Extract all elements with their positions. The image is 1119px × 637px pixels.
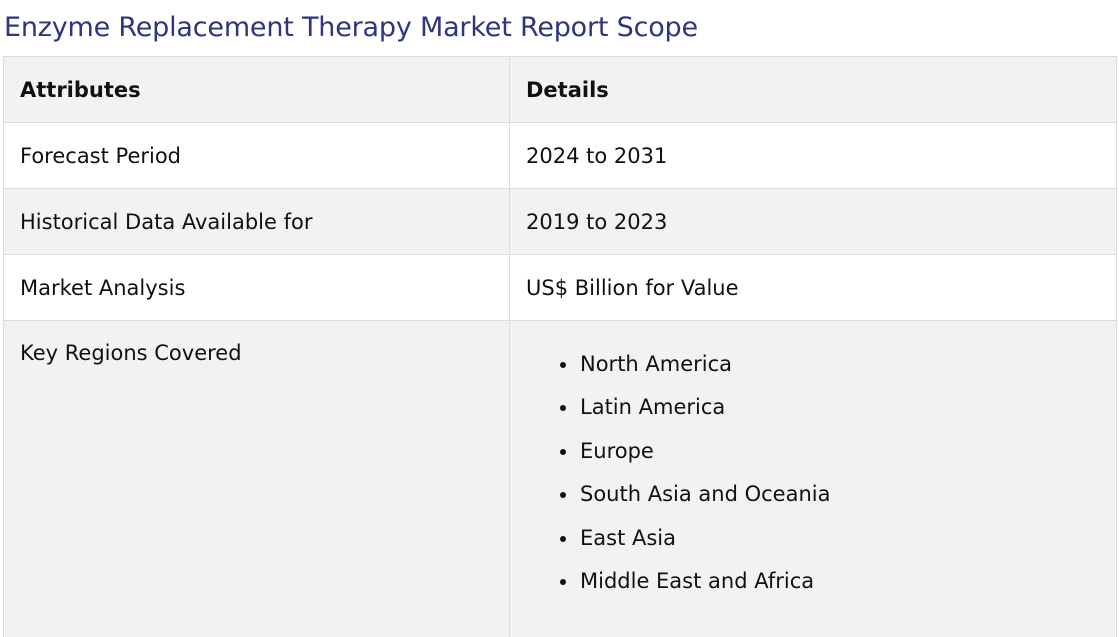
table-row: Market Analysis US$ Billion for Value bbox=[3, 254, 1117, 321]
attribute-cell: Market Analysis bbox=[3, 254, 510, 321]
table-row: Forecast Period 2024 to 2031 bbox=[3, 122, 1117, 189]
regions-list: North America Latin America Europe South… bbox=[526, 343, 1100, 603]
table-header-row: Attributes Details bbox=[3, 56, 1117, 123]
list-item: Middle East and Africa bbox=[579, 560, 1100, 603]
attribute-cell: Historical Data Available for bbox=[3, 188, 510, 255]
page-title: Enzyme Replacement Therapy Market Report… bbox=[4, 12, 698, 43]
header-details: Details bbox=[509, 56, 1117, 123]
detail-cell: North America Latin America Europe South… bbox=[509, 320, 1117, 637]
list-item: Latin America bbox=[579, 386, 1100, 429]
list-item: North America bbox=[579, 343, 1100, 386]
list-item: Europe bbox=[579, 430, 1100, 473]
list-item: South Asia and Oceania bbox=[579, 473, 1100, 516]
attribute-cell: Forecast Period bbox=[3, 122, 510, 189]
detail-cell: 2024 to 2031 bbox=[509, 122, 1117, 189]
detail-cell: US$ Billion for Value bbox=[509, 254, 1117, 321]
header-attributes: Attributes bbox=[3, 56, 510, 123]
table-row: Key Regions Covered North America Latin … bbox=[3, 320, 1117, 637]
list-item: East Asia bbox=[579, 517, 1100, 560]
attribute-cell: Key Regions Covered bbox=[3, 320, 510, 637]
table-row: Historical Data Available for 2019 to 20… bbox=[3, 188, 1117, 255]
detail-cell: 2019 to 2023 bbox=[509, 188, 1117, 255]
report-scope-table: Attributes Details Forecast Period 2024 … bbox=[3, 56, 1117, 637]
